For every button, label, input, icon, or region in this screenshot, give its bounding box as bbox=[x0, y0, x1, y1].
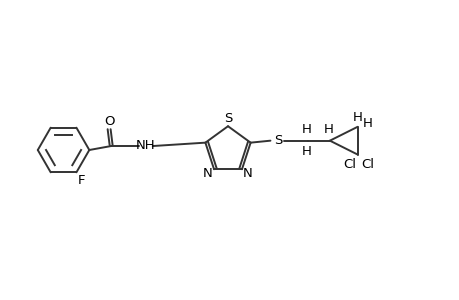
Text: H: H bbox=[302, 145, 311, 158]
Text: F: F bbox=[78, 174, 85, 188]
Text: S: S bbox=[274, 134, 282, 147]
Text: H: H bbox=[323, 123, 333, 136]
Text: H: H bbox=[362, 117, 372, 130]
Text: N: N bbox=[242, 167, 252, 180]
Text: N: N bbox=[203, 167, 213, 180]
Text: H: H bbox=[302, 123, 311, 136]
Text: S: S bbox=[224, 112, 232, 125]
Text: Cl: Cl bbox=[360, 158, 373, 171]
Text: Cl: Cl bbox=[342, 158, 355, 171]
Text: H: H bbox=[352, 111, 362, 124]
Text: O: O bbox=[104, 115, 114, 128]
Text: NH: NH bbox=[136, 139, 155, 152]
